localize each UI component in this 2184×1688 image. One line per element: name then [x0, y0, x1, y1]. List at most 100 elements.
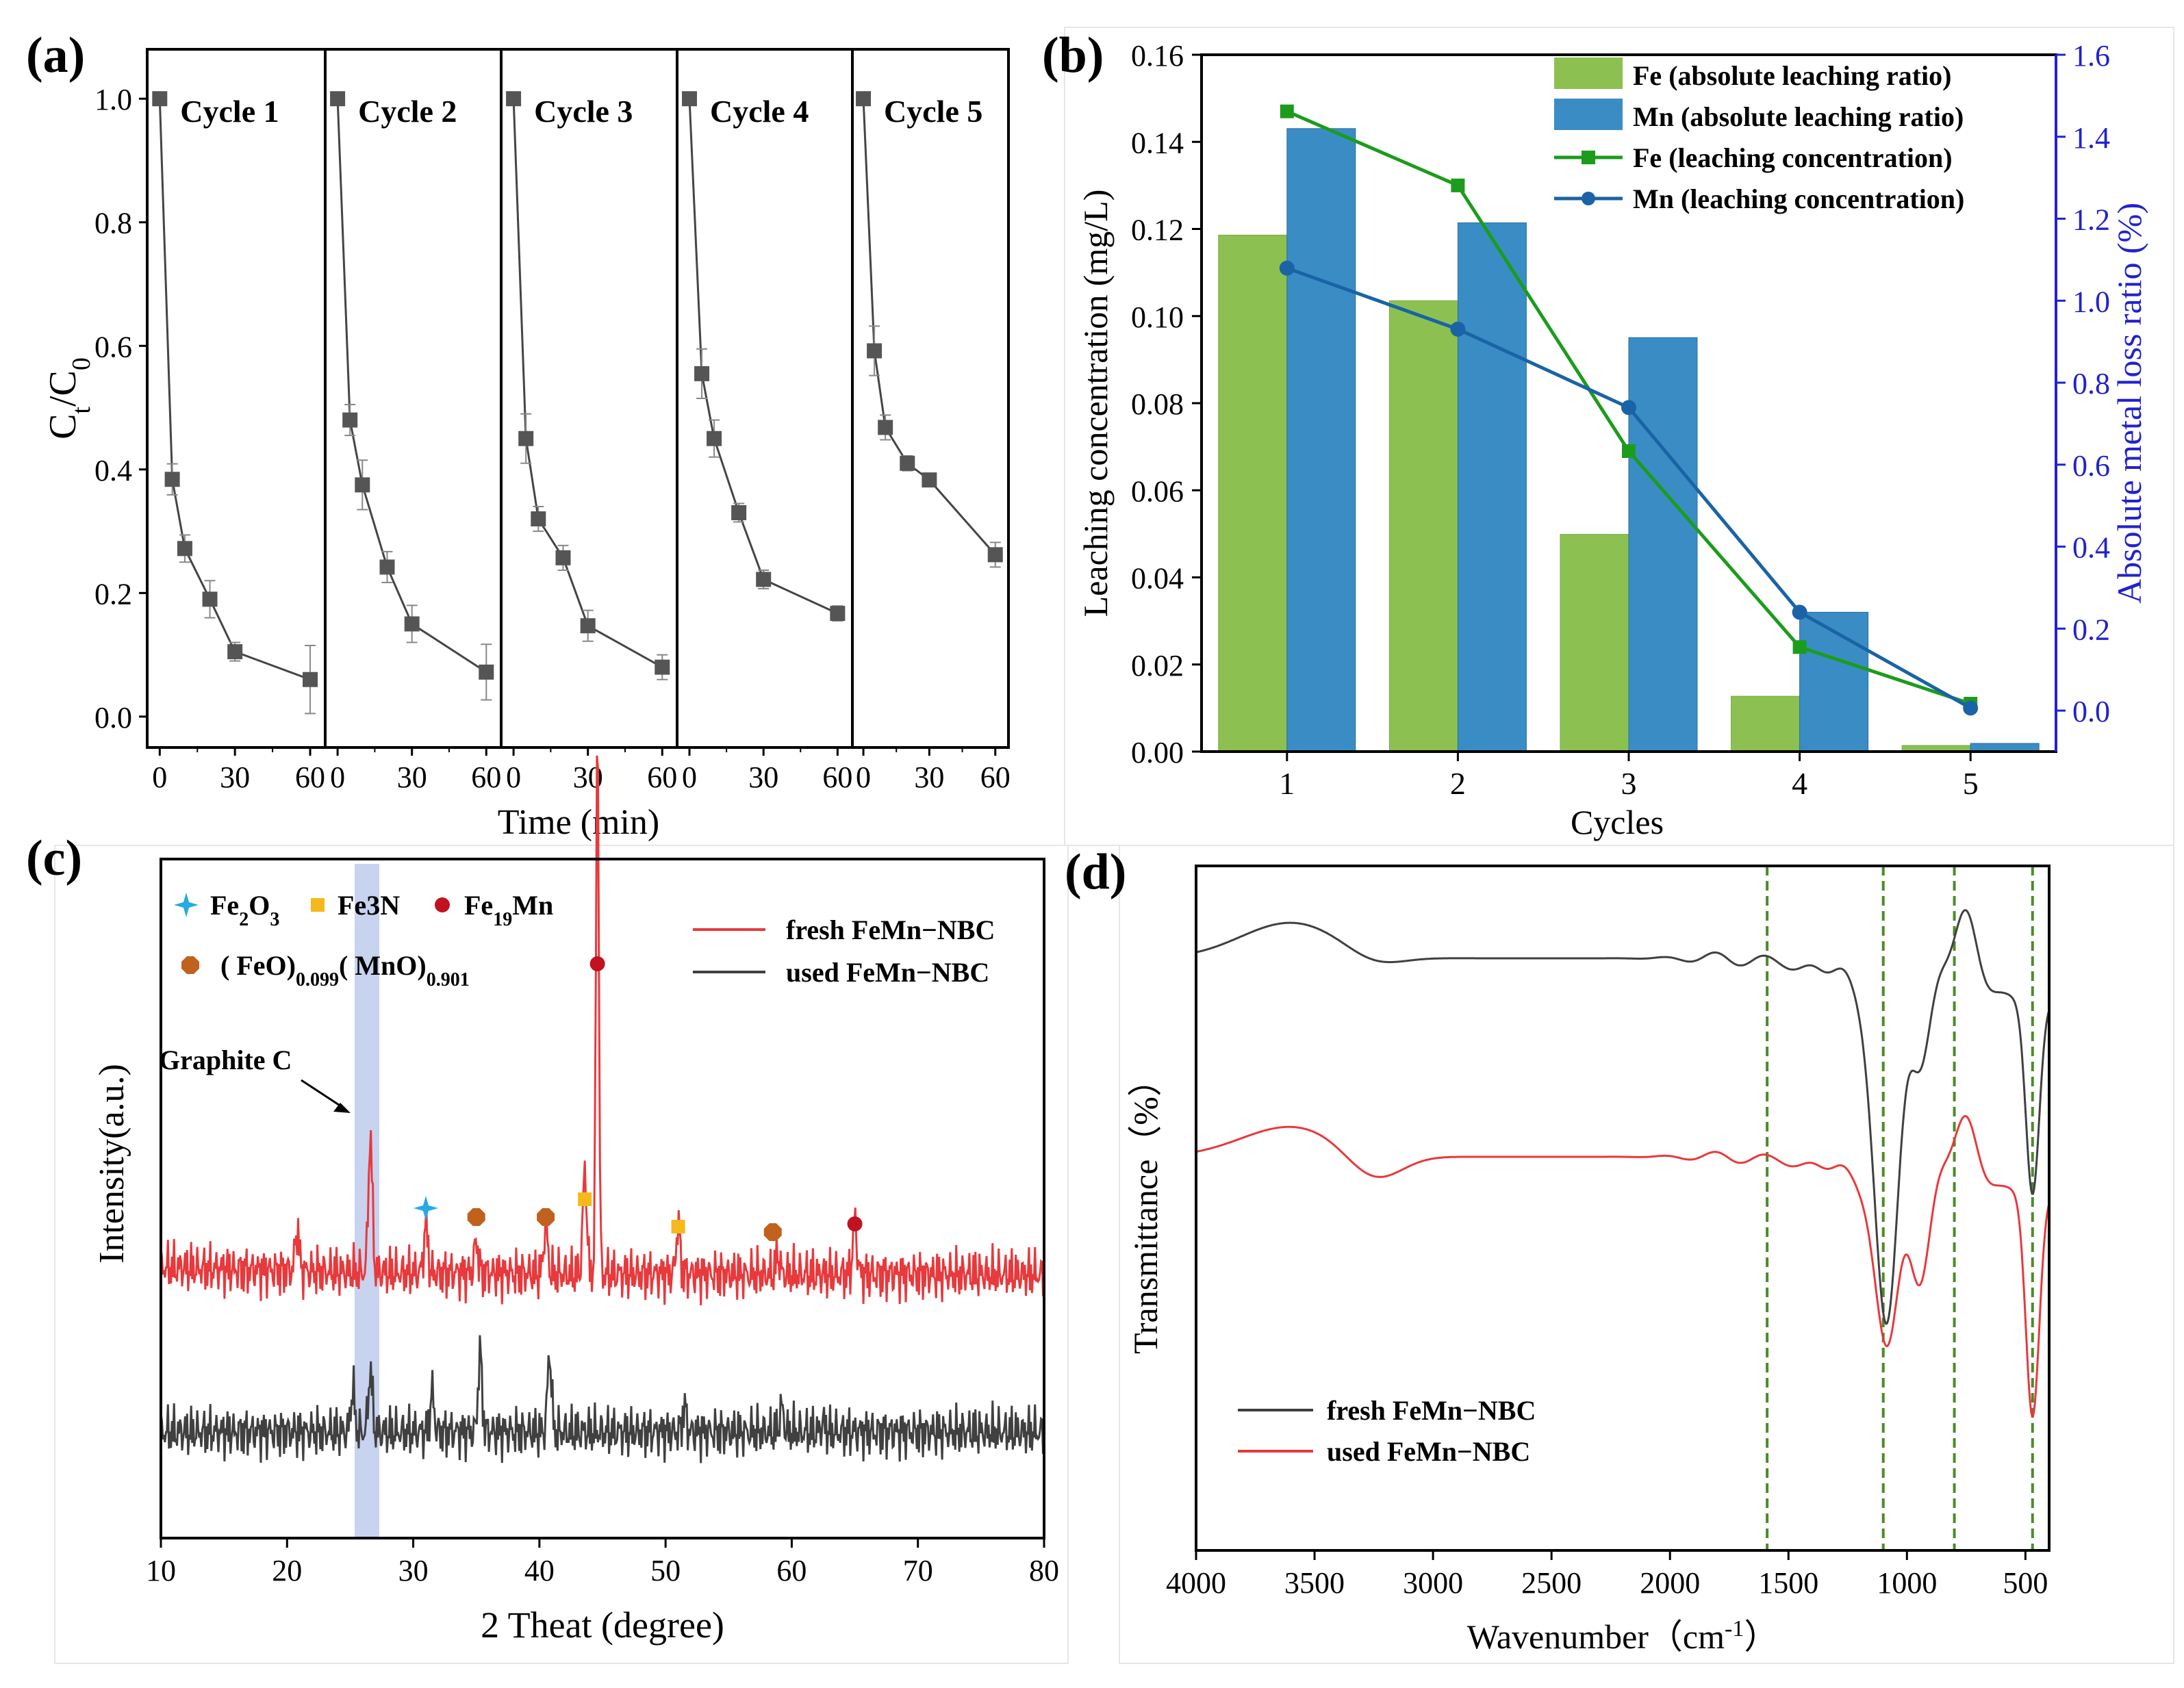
legend-marker — [1582, 192, 1595, 205]
panel-b-legend: Fe (absolute leaching ratio) Mn (absolute… — [1554, 57, 1964, 214]
data-point — [830, 606, 846, 622]
y-tick-label: 0.16 — [1131, 39, 1184, 73]
y-right-tick-label: 1.4 — [2072, 121, 2110, 155]
data-point — [303, 672, 318, 687]
panel-a-cycles: 0 30 60 Cycle 1 0 30 60 Cycle 2 0 30 60 Cycle 3 0 30 6… — [152, 91, 1011, 794]
graphite-arrowhead — [333, 1103, 351, 1113]
data-point — [1279, 260, 1295, 276]
data-point — [1280, 104, 1294, 118]
legend-marker — [435, 897, 450, 912]
y-tick-label: 0.00 — [1131, 736, 1184, 769]
x-tick-label: 2000 — [1640, 1566, 1700, 1600]
panel-b-plot — [1218, 104, 2040, 752]
data-point — [330, 91, 346, 107]
legend-label: Fe3N — [338, 890, 400, 921]
data-point — [1621, 400, 1636, 415]
y-right-tick-label: 0.8 — [2072, 367, 2110, 400]
x-tick-label: 30 — [397, 760, 427, 794]
panel-c-x-label: 2 Theat (degree) — [481, 1604, 724, 1646]
peak-marker — [847, 1216, 863, 1231]
y-tick-label: 0.10 — [1131, 300, 1184, 334]
x-tick-label: 30 — [220, 760, 250, 794]
graphite-arrow — [301, 1079, 346, 1110]
panel-d-frame — [1195, 865, 2050, 1552]
x-tick-label: 30 — [748, 760, 778, 794]
cycle-label: Cycle 4 — [710, 94, 809, 129]
x-tick-label: 80 — [1029, 1554, 1059, 1587]
peak-marker — [589, 956, 605, 971]
data-point — [506, 91, 522, 107]
panel-d-label: (d) — [1065, 844, 1126, 900]
panel-c-plot — [160, 755, 1045, 1463]
legend-label: used FeMn−NBC — [1327, 1436, 1530, 1467]
legend-swatch — [1554, 57, 1623, 89]
y-right-tick-label: 1.2 — [2072, 203, 2110, 237]
panel-d-axes: 4000 3500 3000 2500 2000 1500 1000 500 — [1166, 1550, 2048, 1600]
y-right-tick-label: 0.0 — [2072, 695, 2110, 728]
x-tick-label: 0 — [682, 760, 697, 794]
bar — [1731, 695, 1801, 752]
x-tick-label: 40 — [524, 1554, 555, 1587]
data-point — [555, 550, 571, 565]
data-point — [655, 659, 670, 675]
legend-swatch — [1554, 99, 1623, 130]
panel-b-y-left-label: Leaching concentration (mg/L) — [1076, 190, 1115, 617]
y-tick-label: 0.2 — [94, 577, 132, 611]
x-tick-label: 60 — [295, 760, 325, 794]
panel-c-legend: Fe2O3 Fe3N Fe19Mn ( FeO)0.099( MnO)0.901 fre… — [174, 890, 995, 990]
data-point — [756, 572, 772, 587]
peak-marker — [763, 1223, 782, 1241]
x-tick-label: 3500 — [1284, 1566, 1345, 1600]
y-tick-label: 0.12 — [1131, 214, 1184, 247]
legend-label: fresh FeMn−NBC — [1327, 1395, 1536, 1426]
x-tick-label: 60 — [980, 760, 1011, 794]
x-tick-label: 1500 — [1758, 1566, 1818, 1600]
panel-c-label: (c) — [26, 830, 82, 886]
legend-marker — [1582, 151, 1595, 164]
data-point — [1963, 700, 1979, 716]
data-point — [404, 616, 420, 632]
series-line — [862, 99, 996, 556]
panel-a-y-axis: 0.0 0.2 0.4 0.6 0.8 1.0 — [94, 83, 147, 734]
x-tick-label: 10 — [146, 1554, 176, 1587]
data-point — [1451, 178, 1465, 192]
x-tick-label: 20 — [272, 1554, 302, 1587]
peak-marker — [578, 1192, 592, 1206]
x-tick-label: 0 — [856, 760, 871, 794]
legend-marker — [181, 956, 199, 974]
y-tick-label: 0.06 — [1131, 474, 1184, 508]
x-tick-label: 50 — [650, 1554, 681, 1587]
panel-a-y-label: Ct/C0 — [42, 357, 96, 439]
x-tick-label: 3 — [1621, 766, 1637, 801]
y-tick-label: 0.4 — [94, 454, 132, 487]
x-tick-label: 60 — [471, 760, 501, 794]
y-tick-label: 1.0 — [94, 83, 132, 116]
data-point — [1622, 444, 1636, 458]
data-point — [867, 343, 883, 359]
data-point — [694, 366, 710, 381]
x-tick-label: 500 — [2003, 1566, 2048, 1600]
peak-marker — [467, 1208, 485, 1226]
data-point — [1450, 321, 1466, 337]
data-point — [355, 477, 370, 493]
panel-a-frame — [146, 48, 1010, 749]
data-point — [152, 91, 168, 107]
panel-d-border — [1119, 845, 2174, 1664]
panel-b-y-right-label: Absolute metal loss ratio (%) — [2110, 203, 2148, 604]
x-tick-label: 30 — [398, 1554, 429, 1587]
bar — [1628, 337, 1698, 752]
y-tick-label: 0.8 — [94, 207, 132, 240]
x-tick-label: 1000 — [1877, 1566, 1937, 1600]
data-point — [202, 591, 218, 607]
data-point — [900, 455, 915, 471]
bar — [1560, 534, 1629, 752]
legend-label: Fe2O3 — [210, 890, 279, 930]
data-point — [878, 420, 893, 435]
data-point — [177, 541, 192, 557]
panel-a-label: (a) — [26, 27, 85, 84]
panel-c-frame — [160, 858, 1045, 1539]
y-right-tick-label: 0.2 — [2072, 613, 2110, 646]
y-right-tick-label: 0.4 — [2072, 531, 2110, 565]
data-point — [580, 618, 596, 634]
